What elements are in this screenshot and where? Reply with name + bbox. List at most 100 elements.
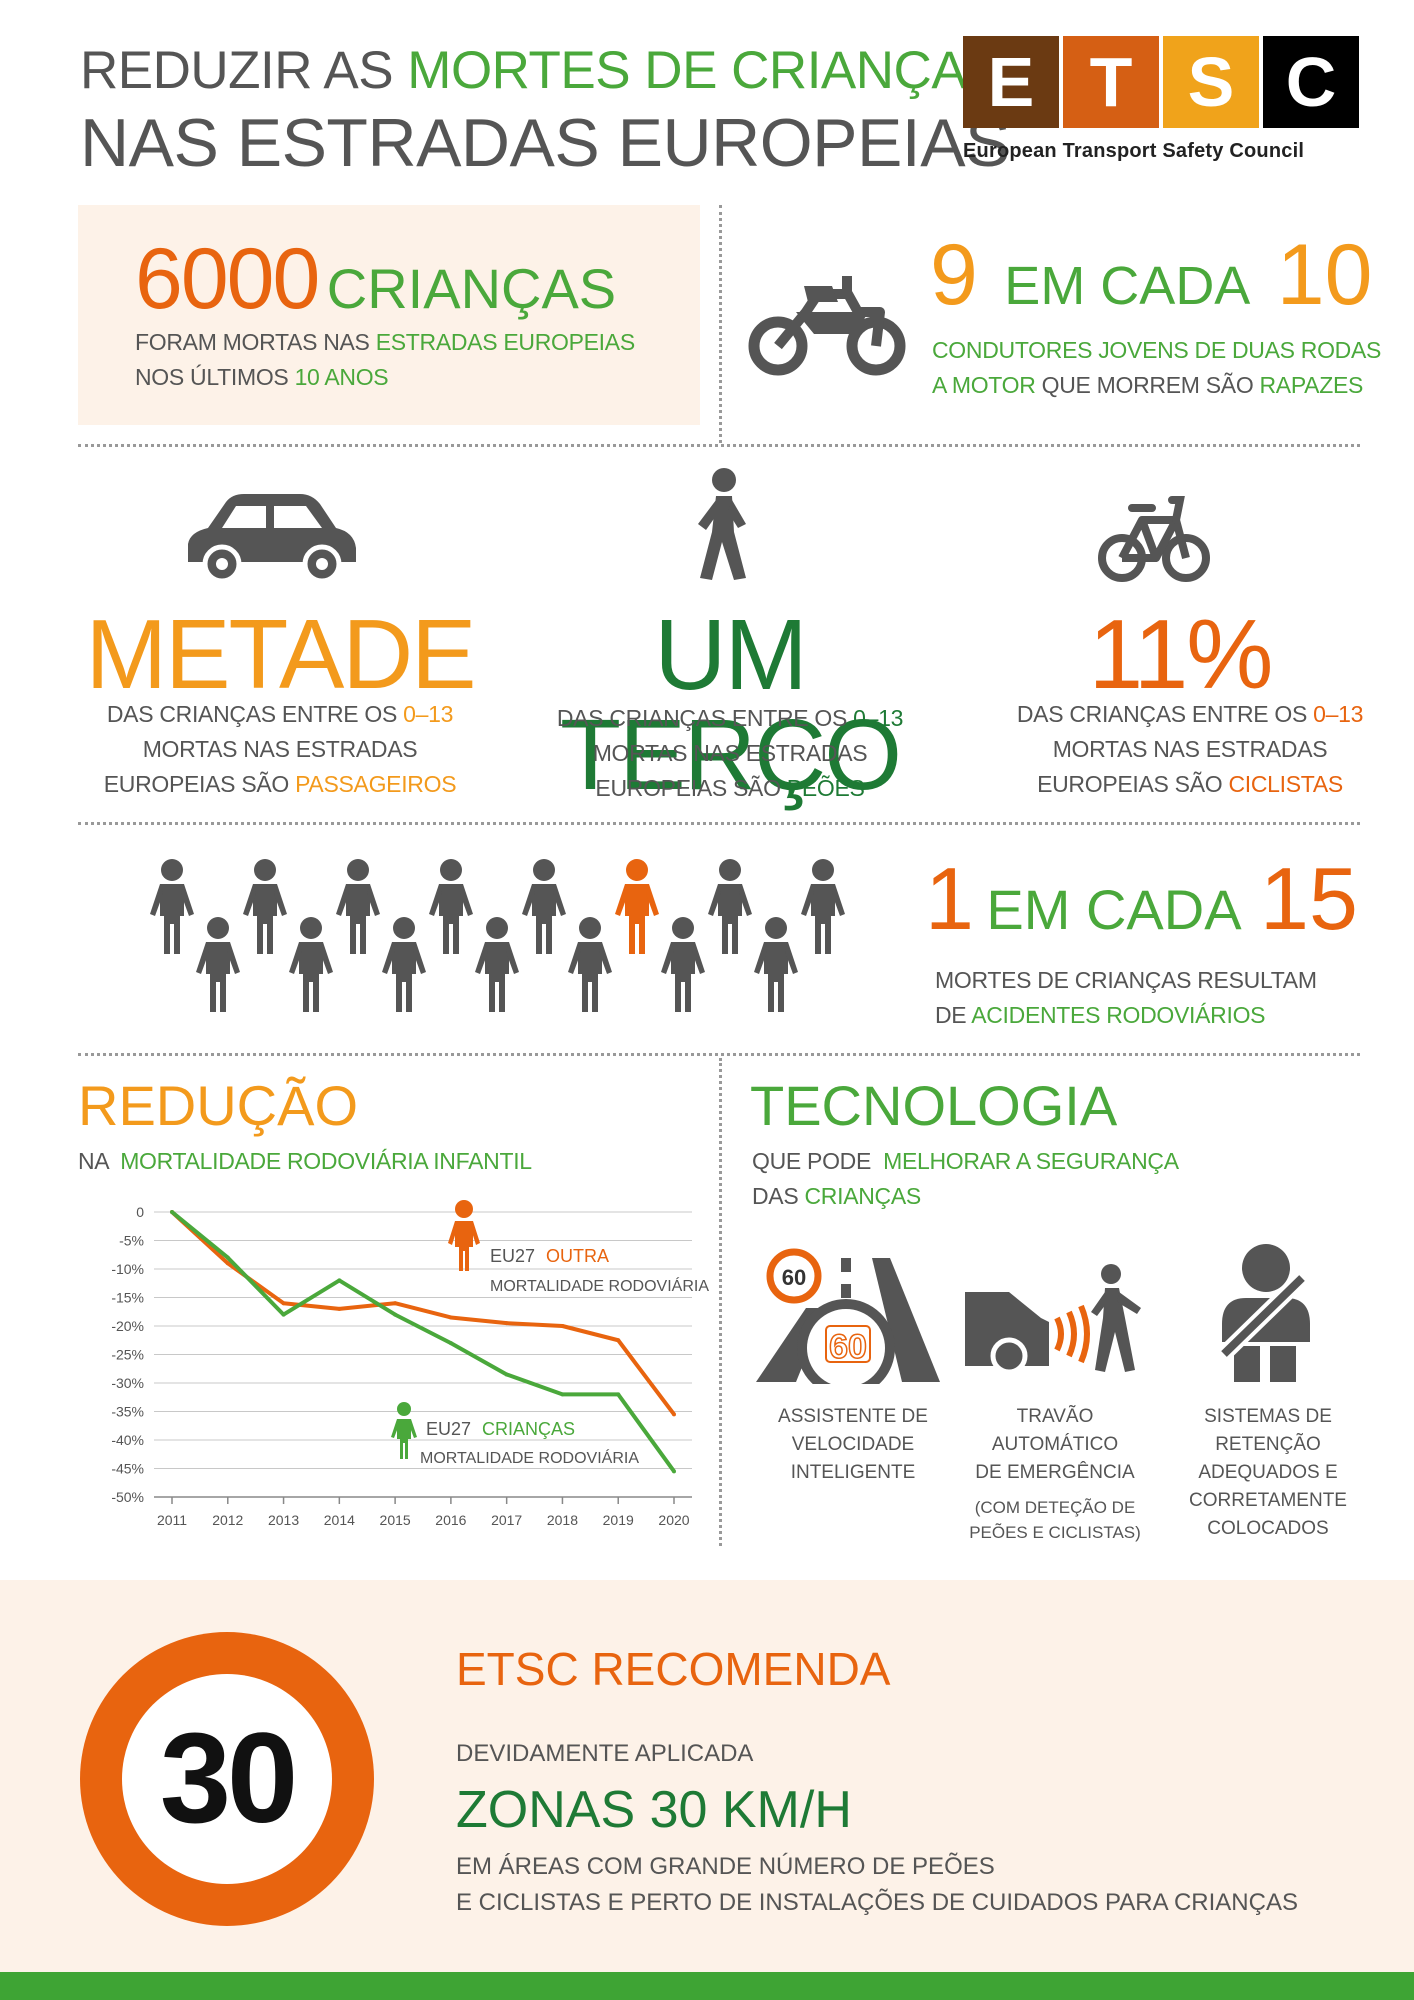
- passengers-big: METADE: [85, 599, 476, 709]
- tech-item-emergency-brake: TRAVÃO AUTOMÁTICO DE EMERGÊNCIA (COM DET…: [955, 1403, 1155, 1545]
- motorcycle-icon: [748, 276, 906, 376]
- y-tick-label: -10%: [111, 1261, 144, 1277]
- child-figure-icon: [754, 917, 798, 1012]
- y-tick-label: -45%: [111, 1461, 144, 1477]
- speed-sign-small: 60: [782, 1265, 806, 1290]
- car-icon: [188, 494, 356, 584]
- series-point-other: [560, 1324, 565, 1328]
- series-point-children: [170, 1210, 174, 1214]
- cyclists-line3a: EUROPEIAS SÃO: [1037, 771, 1223, 797]
- series-point-other: [448, 1315, 453, 1320]
- series-line-children: [170, 1210, 676, 1473]
- x-tick-label: 2015: [380, 1512, 411, 1528]
- tech-item-speed-assist: ASSISTENTE DE VELOCIDADE INTELIGENTE: [755, 1403, 951, 1487]
- series-point-other: [504, 1321, 509, 1326]
- riders-line2a: A MOTOR: [932, 372, 1036, 398]
- tech-speed-l1: ASSISTENTE DE: [778, 1406, 928, 1427]
- passengers-desc: DAS CRIANÇAS ENTRE OS 0–13 MORTAS NAS ES…: [60, 697, 500, 802]
- children-stat-headline: 6000 CRIANÇAS: [135, 236, 616, 322]
- recommend-details: EM ÁREAS COM GRANDE NÚMERO DE PEÕES E CI…: [456, 1849, 1298, 1921]
- riders-mid: EM CADA: [1004, 256, 1251, 316]
- child-figure-icon: [475, 917, 519, 1012]
- pedestrians-line3b: PEÕES: [786, 775, 865, 801]
- divider-horizontal-2: [78, 822, 1360, 825]
- children-stat-line1a: FORAM MORTAS NAS: [135, 329, 370, 355]
- children-stat-line1b: ESTRADAS EUROPEIAS: [375, 329, 635, 355]
- x-tick-label: 2013: [268, 1512, 299, 1528]
- x-tick-label: 2011: [157, 1512, 187, 1528]
- child-figure-icon: [661, 917, 705, 1012]
- ratio-line1: MORTES DE CRIANÇAS RESULTAM: [935, 967, 1317, 993]
- riders-stat-text: CONDUTORES JOVENS DE DUAS RODAS A MOTOR …: [932, 333, 1381, 403]
- etsc-logo: E T S C European Transport Safety Counci…: [963, 36, 1361, 163]
- series-point-children: [504, 1372, 509, 1377]
- children-stat-unit: CRIANÇAS: [326, 257, 617, 320]
- x-tick-label: 2014: [324, 1512, 355, 1528]
- cyclists-line2: MORTAS NAS ESTRADAS: [1052, 736, 1328, 762]
- technology-subtitle-d: CRIANÇAS: [804, 1183, 922, 1209]
- tech-brake-l1: TRAVÃO: [1016, 1406, 1094, 1427]
- tech-seat-l4: CORRETAMENTE: [1189, 1490, 1347, 1511]
- divider-horizontal-1: [78, 444, 1360, 447]
- logo-letter-c: C: [1263, 36, 1359, 128]
- recommend-title: ETSC RECOMENDA: [456, 1643, 891, 1695]
- child-figure-icon: [196, 917, 240, 1012]
- legend-children-name-a: EU27: [426, 1419, 471, 1439]
- technology-subtitle-c: DAS: [752, 1183, 799, 1209]
- y-tick-label: -40%: [111, 1432, 144, 1448]
- page-title-line1: REDUZIR AS MORTES DE CRIANÇAS: [80, 40, 1002, 102]
- cyclists-big: 11%: [1088, 599, 1274, 709]
- reduction-subtitle-b: MORTALIDADE RODOVIÁRIA INFANTIL: [120, 1148, 532, 1174]
- logo-letter-s: S: [1163, 36, 1259, 128]
- pedestrian-icon: [698, 468, 746, 580]
- title-part2: MORTES DE CRIANÇAS: [407, 41, 1002, 100]
- speed-limit-sign: 30: [80, 1632, 374, 1926]
- series-point-other: [393, 1301, 398, 1306]
- x-tick-label: 2019: [603, 1512, 634, 1528]
- ratio-line2b: ACIDENTES RODOVIÁRIOS: [971, 1002, 1266, 1028]
- series-point-children: [225, 1255, 230, 1260]
- series-point-children: [393, 1312, 398, 1317]
- child-figure-icon: [429, 859, 473, 954]
- passengers-line3a: EUROPEIAS SÃO: [103, 771, 290, 797]
- children-stat-text: FORAM MORTAS NAS ESTRADAS EUROPEIAS NOS …: [135, 325, 635, 395]
- x-tick-label: 2017: [491, 1512, 522, 1528]
- page-title-line2: NAS ESTRADAS EUROPEIAS: [80, 105, 1010, 181]
- tech-seat-l5: COLOCADOS: [1207, 1518, 1329, 1539]
- child-figure-icon: [243, 859, 287, 954]
- riders-line1: CONDUTORES JOVENS DE DUAS RODAS: [932, 337, 1382, 363]
- divider-horizontal-3: [78, 1053, 1360, 1056]
- tech-seat-l1: SISTEMAS DE: [1204, 1406, 1332, 1427]
- y-tick-label: -20%: [111, 1318, 144, 1334]
- divider-vertical-1: [719, 205, 722, 443]
- tech-seat-l2: RETENÇÃO: [1215, 1434, 1321, 1455]
- recommend-line2: EM ÁREAS COM GRANDE NÚMERO DE PEÕES: [456, 1853, 995, 1880]
- speed-limit-inner: 30: [122, 1674, 332, 1884]
- pedestrians-line3a: EUROPEIAS SÃO: [595, 775, 781, 801]
- child-figure-icon: [522, 859, 566, 954]
- speed-assist-icon: 60 60: [756, 1248, 940, 1384]
- series-point-other: [225, 1261, 230, 1266]
- cyclists-desc: DAS CRIANÇAS ENTRE OS 0–13 MORTAS NAS ES…: [1000, 697, 1380, 802]
- chart-y-ticks: 0 -5% -10% -15% -20% -25% -30% -35% -40% -45% -50%: [111, 1204, 144, 1505]
- tech-seat-l3: ADEQUADOS E: [1198, 1462, 1338, 1483]
- x-tick-label: 2012: [212, 1512, 243, 1528]
- technology-title: TECNOLOGIA: [750, 1074, 1118, 1137]
- cyclists-line1a: DAS CRIANÇAS ENTRE OS: [1016, 701, 1308, 727]
- pedestrians-line1b: 0–13: [853, 705, 904, 731]
- pedestrians-line1a: DAS CRIANÇAS ENTRE OS: [556, 705, 848, 731]
- children-stat-number: 6000: [135, 231, 320, 327]
- title-part1: REDUZIR AS: [80, 41, 394, 100]
- passengers-line3b: PASSAGEIROS: [295, 771, 457, 797]
- technology-subtitle: QUE PODE MELHORAR A SEGURANÇA DAS CRIANÇ…: [752, 1144, 1179, 1214]
- riders-num1: 9: [930, 227, 978, 323]
- logo-letters: E T S C: [963, 36, 1361, 128]
- child-figure-icon: [801, 859, 845, 954]
- seatbelt-icon: [1218, 1244, 1310, 1382]
- pedestrians-desc: DAS CRIANÇAS ENTRE OS 0–13 MORTAS NAS ES…: [500, 701, 960, 806]
- children-stat-panel: [78, 205, 700, 425]
- pedestrians-big: UM TERÇO: [560, 599, 902, 811]
- child-figure-icon: [336, 859, 380, 954]
- reduction-subtitle: NA MORTALIDADE RODOVIÁRIA INFANTIL: [78, 1144, 532, 1179]
- legend-other-name-b: OUTRA: [546, 1246, 609, 1266]
